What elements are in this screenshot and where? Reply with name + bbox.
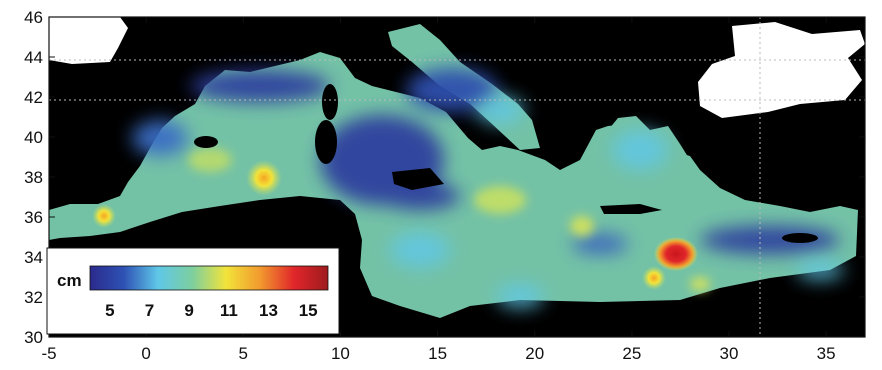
cyan-patch-1 xyxy=(476,96,524,124)
colorbar-ticks: 5 7 9 11 13 15 xyxy=(105,301,318,320)
cyan-patch-3 xyxy=(496,284,544,308)
x-axis: -5 0 5 10 15 20 25 30 35 xyxy=(41,17,836,363)
hot-spot-ierapetra xyxy=(654,237,698,271)
island-crete xyxy=(600,204,662,214)
colorbar-tick-label: 11 xyxy=(220,301,238,320)
x-tick-label: 10 xyxy=(331,344,350,363)
colorbar-legend: cm 5 7 9 11 13 15 xyxy=(46,247,340,335)
cyan-patch-4 xyxy=(390,232,450,268)
blue-region-west xyxy=(132,120,188,156)
y-tick-label: 36 xyxy=(24,208,43,227)
warm-spot-alboran xyxy=(92,204,116,228)
yellow-patch-south xyxy=(690,277,710,291)
blue-region-adriatic xyxy=(406,68,498,112)
sea-anomaly-field xyxy=(49,24,858,318)
y-tick-label: 44 xyxy=(24,48,43,67)
x-tick-label: 5 xyxy=(239,344,248,363)
no-data-region-black-sea xyxy=(698,22,865,118)
colorbar-tick-label: 13 xyxy=(259,301,278,320)
blue-region-sicily xyxy=(380,182,460,210)
grid-lines xyxy=(49,17,865,337)
blue-region-ionian xyxy=(572,234,628,254)
yellow-patch-crete xyxy=(570,216,594,236)
island-mallorca xyxy=(194,136,218,148)
colorbar-tick-label: 15 xyxy=(299,301,318,320)
x-tick-label: 0 xyxy=(141,344,150,363)
y-axis: 46 44 42 40 38 36 34 32 30 xyxy=(24,8,865,347)
colorbar-unit: cm xyxy=(57,271,82,290)
yellow-patch-balearic xyxy=(188,148,232,172)
colorbar-bar xyxy=(89,265,329,291)
y-tick-label: 38 xyxy=(24,168,43,187)
x-tick-label: 15 xyxy=(428,344,447,363)
blue-region-levantine xyxy=(700,226,840,254)
island-cyprus xyxy=(782,233,818,243)
x-tick-label: 20 xyxy=(525,344,544,363)
y-tick-label: 34 xyxy=(24,248,43,267)
x-tick-label: -5 xyxy=(41,344,56,363)
warm-spot-ierapetra-south xyxy=(642,266,666,290)
warm-spot-algerian xyxy=(246,160,282,196)
cyan-patch-5 xyxy=(796,260,844,280)
island-sardinia xyxy=(315,120,337,164)
no-data-region-northwest xyxy=(49,17,128,64)
y-tick-label: 30 xyxy=(24,328,43,347)
island-corsica xyxy=(322,84,338,120)
y-tick-label: 32 xyxy=(24,288,43,307)
colorbar-tick-label: 9 xyxy=(184,301,193,320)
y-tick-label: 42 xyxy=(24,88,43,107)
colorbar-tick-label: 7 xyxy=(145,301,154,320)
blue-region-ligurian xyxy=(190,70,330,102)
y-tick-label: 46 xyxy=(24,8,43,27)
yellow-patch-central xyxy=(474,186,526,214)
x-tick-label: 30 xyxy=(720,344,739,363)
island-sicily xyxy=(392,168,444,190)
colorbar-panel xyxy=(46,247,340,335)
x-tick-label: 35 xyxy=(817,344,836,363)
cyan-patch-2 xyxy=(612,130,668,170)
colorbar-tick-label: 5 xyxy=(105,301,114,320)
y-tick-label: 40 xyxy=(24,128,43,147)
x-tick-label: 25 xyxy=(622,344,641,363)
